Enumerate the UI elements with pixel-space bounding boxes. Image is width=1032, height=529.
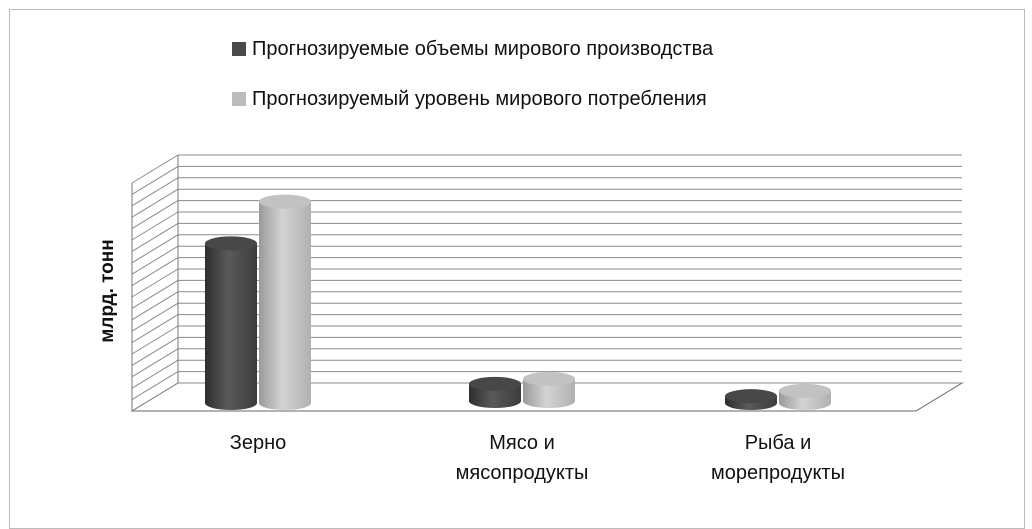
gridline-side [131, 371, 179, 401]
legend-swatch-production [232, 42, 246, 56]
legend-label-consumption: Прогнозируемый уровень мирового потребле… [252, 87, 707, 110]
gridline-side [131, 234, 179, 264]
category-label-grain: Зерно [229, 432, 287, 454]
legend-item-production: Прогнозируемые объемы мирового производс… [232, 36, 713, 62]
gridline-side [131, 348, 179, 378]
gridline-side [131, 211, 179, 241]
gridline-side [131, 222, 179, 252]
gridline-side [131, 382, 179, 412]
category-label-fish: Рыба и морепродукты [711, 432, 845, 484]
gridline-side [131, 245, 179, 275]
bar-consumption-0 [259, 201, 311, 410]
gridline-side [131, 336, 179, 366]
bar-top-production-2 [725, 389, 777, 404]
legend-label-production: Прогнозируемые объемы мирового производс… [252, 37, 714, 60]
gridline-side [131, 325, 179, 355]
legend: Прогнозируемые объемы мирового производс… [232, 36, 713, 136]
y-axis-label: млрд. тонн [97, 239, 118, 343]
gridline-side [131, 291, 179, 321]
gridline-side [131, 359, 179, 389]
bar-top-production-1 [469, 376, 521, 391]
gridline-side [131, 154, 179, 184]
gridline-side [131, 177, 179, 207]
bar-top-consumption-1 [523, 371, 575, 386]
bar-top-consumption-2 [779, 383, 831, 398]
gridline-side [131, 200, 179, 230]
legend-item-consumption: Прогнозируемый уровень мирового потребле… [232, 86, 713, 112]
gridline-side [131, 268, 179, 298]
gridline-side [131, 279, 179, 309]
bar-top-consumption-0 [259, 194, 311, 209]
gridline-side [131, 165, 179, 195]
gridline-side [131, 257, 179, 287]
bar-top-production-0 [205, 236, 257, 251]
gridline-side [131, 188, 179, 218]
gridline-side [131, 302, 179, 332]
category-label-meat: Мясо и мясопродукты [455, 432, 589, 484]
bar-consumption-1 [523, 378, 575, 408]
chart-plot [130, 154, 964, 412]
bar-production-0 [205, 243, 257, 410]
gridline-side [131, 314, 179, 344]
legend-swatch-consumption [232, 92, 246, 106]
